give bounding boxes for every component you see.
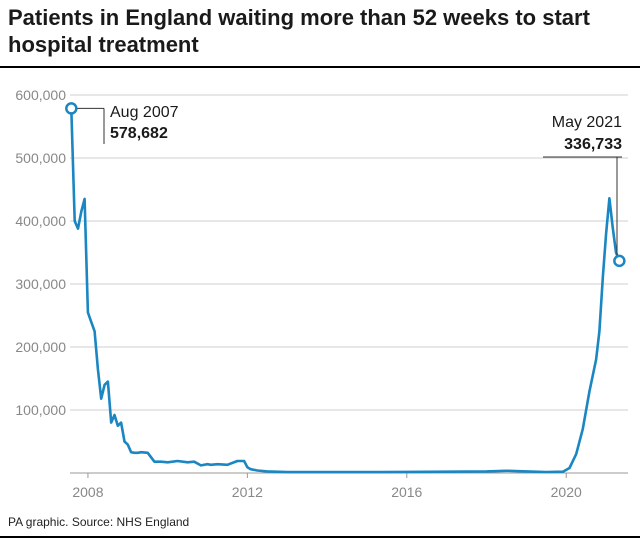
y-tick-label: 400,000 — [15, 213, 66, 229]
x-tick-label: 2008 — [72, 484, 103, 500]
latest-2021-date-label: May 2021 — [552, 114, 622, 131]
latest-2021-marker — [613, 254, 626, 268]
latest-2021-value-label: 336,733 — [564, 136, 622, 153]
y-tick-label: 600,000 — [15, 87, 66, 103]
peak-2007-value-label: 578,682 — [110, 125, 168, 142]
x-tick-label: 2016 — [391, 484, 422, 500]
bottom-rule — [0, 536, 640, 538]
peak-2007-marker — [65, 102, 78, 115]
source-note: PA graphic. Source: NHS England — [8, 515, 190, 529]
title-rule — [0, 66, 640, 68]
series-line — [70, 108, 621, 474]
x-tick-label: 2012 — [232, 484, 263, 500]
x-tick-label: 2020 — [551, 484, 582, 500]
y-tick-label: 200,000 — [15, 339, 66, 355]
y-tick-label: 300,000 — [15, 276, 66, 292]
annotation-layer: Aug 2007 578,682 May 2021 336,733 — [77, 104, 622, 255]
grid-layer — [70, 94, 628, 411]
y-tick-label: 100,000 — [15, 402, 66, 418]
peak-2007-date-label: Aug 2007 — [110, 104, 179, 121]
chart-title: Patients in England waiting more than 52… — [8, 5, 590, 57]
y-tick-label: 500,000 — [15, 150, 66, 166]
series-layer — [65, 102, 626, 474]
axis-layer: 100,000 200,000 300,000 400,000 500,000 600,0… — [15, 87, 628, 500]
